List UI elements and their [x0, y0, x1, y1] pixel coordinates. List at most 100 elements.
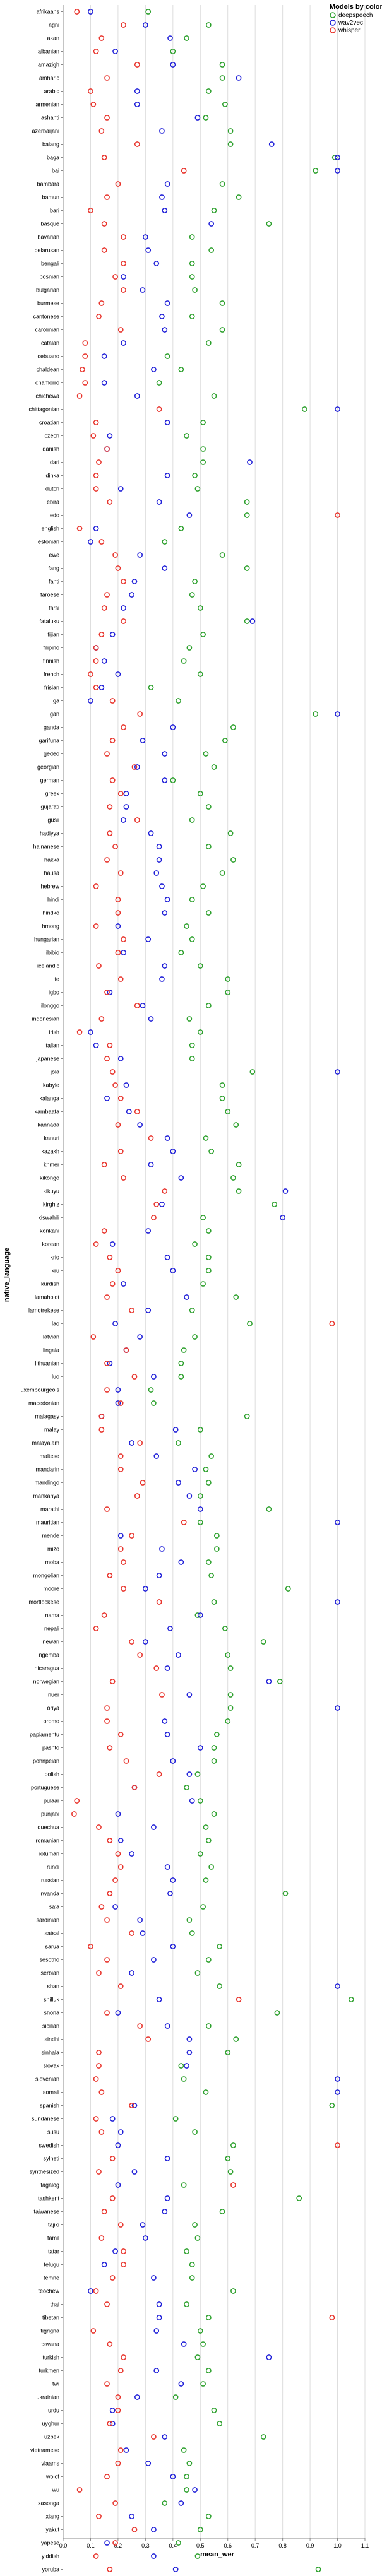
wav2vec-point: [115, 2010, 121, 2016]
whisper-point: [107, 499, 113, 505]
whisper-point: [98, 35, 105, 41]
y-tick-label: pashto: [42, 1745, 59, 1751]
wav2vec-point: [189, 1798, 195, 1804]
deepspeech-point: [203, 1824, 209, 1830]
y-tick-label: english: [41, 526, 59, 532]
whisper-point: [134, 817, 140, 823]
y-tick-label: taiwanese: [33, 2209, 59, 2215]
deepspeech-point: [203, 115, 209, 121]
whisper-point: [134, 62, 140, 68]
deepspeech-point: [217, 1983, 223, 1989]
deepspeech-point: [184, 2248, 189, 2254]
deepspeech-point: [192, 1334, 198, 1340]
deepspeech-point: [200, 1904, 206, 1910]
wav2vec-point: [335, 2076, 340, 2082]
whisper-point: [96, 314, 102, 319]
wav2vec-point: [162, 910, 168, 916]
deepspeech-point: [192, 2222, 198, 2228]
wav2vec-point: [140, 287, 146, 293]
deepspeech-point: [217, 1944, 223, 1949]
deepspeech-point: [200, 2341, 206, 2347]
whisper-point: [129, 1930, 134, 1936]
deepspeech-point: [296, 2195, 302, 2201]
wav2vec-point: [129, 1970, 134, 1976]
deepspeech-point: [197, 671, 203, 677]
whisper-point: [82, 340, 88, 346]
y-tick-label: thai: [50, 2301, 59, 2308]
wav2vec-point: [115, 2182, 121, 2188]
y-tick-label: bengali: [41, 261, 59, 267]
whisper-point: [159, 1692, 165, 1698]
wav2vec-point: [162, 777, 168, 783]
whisper-point: [109, 2275, 116, 2281]
y-tick-label: mankanya: [33, 1493, 59, 1499]
wav2vec-point: [197, 1612, 203, 1618]
y-tick-label: farsi: [49, 605, 59, 612]
whisper-point: [115, 950, 121, 955]
y-tick-label: mizo: [47, 1546, 59, 1552]
deepspeech-point: [194, 486, 201, 492]
wav2vec-legend-symbol: [330, 20, 336, 26]
y-tick-label: serbian: [40, 1970, 59, 1976]
y-tick-label: kalanga: [39, 1096, 59, 1102]
deepspeech-point: [230, 2288, 236, 2294]
y-tick-label: agni: [49, 22, 59, 28]
whisper-point: [107, 1573, 113, 1578]
deepspeech-point: [184, 35, 189, 41]
deepspeech-point: [151, 1400, 157, 1406]
whisper-point: [329, 1321, 335, 1326]
y-tick-label: hadiyya: [40, 830, 59, 837]
y-tick-label: frisian: [44, 685, 59, 691]
y-tick-label: yoruba: [42, 2567, 59, 2573]
wav2vec-point: [123, 2447, 129, 2453]
wav2vec-point: [145, 1228, 152, 1234]
y-tick-label: xasonga: [38, 2500, 59, 2507]
whisper-point: [121, 1175, 126, 1181]
whisper-point: [98, 1427, 105, 1433]
data-points: [71, 9, 354, 2572]
x-axis-title: mean_wer: [200, 2551, 235, 2558]
y-tick-label: slovak: [43, 2063, 59, 2069]
wav2vec-point: [134, 2394, 140, 2400]
y-tick-label: tagalog: [40, 2182, 59, 2189]
whisper-point: [93, 49, 99, 54]
whisper-point: [93, 658, 99, 664]
wav2vec-point: [282, 1188, 289, 1194]
wav2vec-point: [145, 2461, 152, 2466]
deepspeech-point: [197, 1798, 203, 1804]
deepspeech-point: [227, 141, 234, 147]
wav2vec-point: [164, 1864, 170, 1870]
y-tick-label: amazigh: [38, 62, 59, 68]
wav2vec-point: [153, 1453, 160, 1459]
wav2vec-point: [131, 2169, 138, 2175]
y-tick-label: greek: [45, 791, 59, 797]
whisper-point: [121, 2354, 126, 2360]
x-tick-label: 1.1: [361, 2543, 369, 2549]
y-tick-label: marathi: [40, 1506, 59, 1513]
deepspeech-point: [189, 2262, 195, 2267]
wav2vec-point: [121, 1281, 126, 1287]
whisper-point: [117, 1453, 124, 1459]
y-tick-label: nuer: [48, 1692, 59, 1698]
deepspeech-point: [197, 791, 203, 796]
wav2vec-point: [159, 976, 165, 982]
deepspeech-point: [197, 605, 203, 611]
wav2vec-point: [123, 791, 129, 796]
deepspeech-point: [189, 1056, 195, 1061]
whisper-point: [115, 1122, 121, 1128]
whisper-point: [162, 1188, 168, 1194]
deepspeech-point: [203, 1877, 209, 1883]
deepspeech-point: [211, 1811, 217, 1817]
whisper-legend-symbol: [330, 27, 336, 33]
y-tick-label: italian: [44, 1043, 59, 1049]
wav2vec-point: [172, 1427, 179, 1433]
whisper-point: [107, 1838, 113, 1843]
whisper-point: [93, 2553, 99, 2559]
wav2vec-point: [121, 950, 126, 955]
deepspeech-point: [230, 2142, 236, 2148]
wav2vec-point: [335, 406, 340, 412]
wav2vec-point: [159, 314, 165, 319]
deepspeech-point: [236, 194, 242, 200]
deepspeech-point: [285, 1586, 291, 1592]
wav2vec-point: [112, 49, 118, 54]
